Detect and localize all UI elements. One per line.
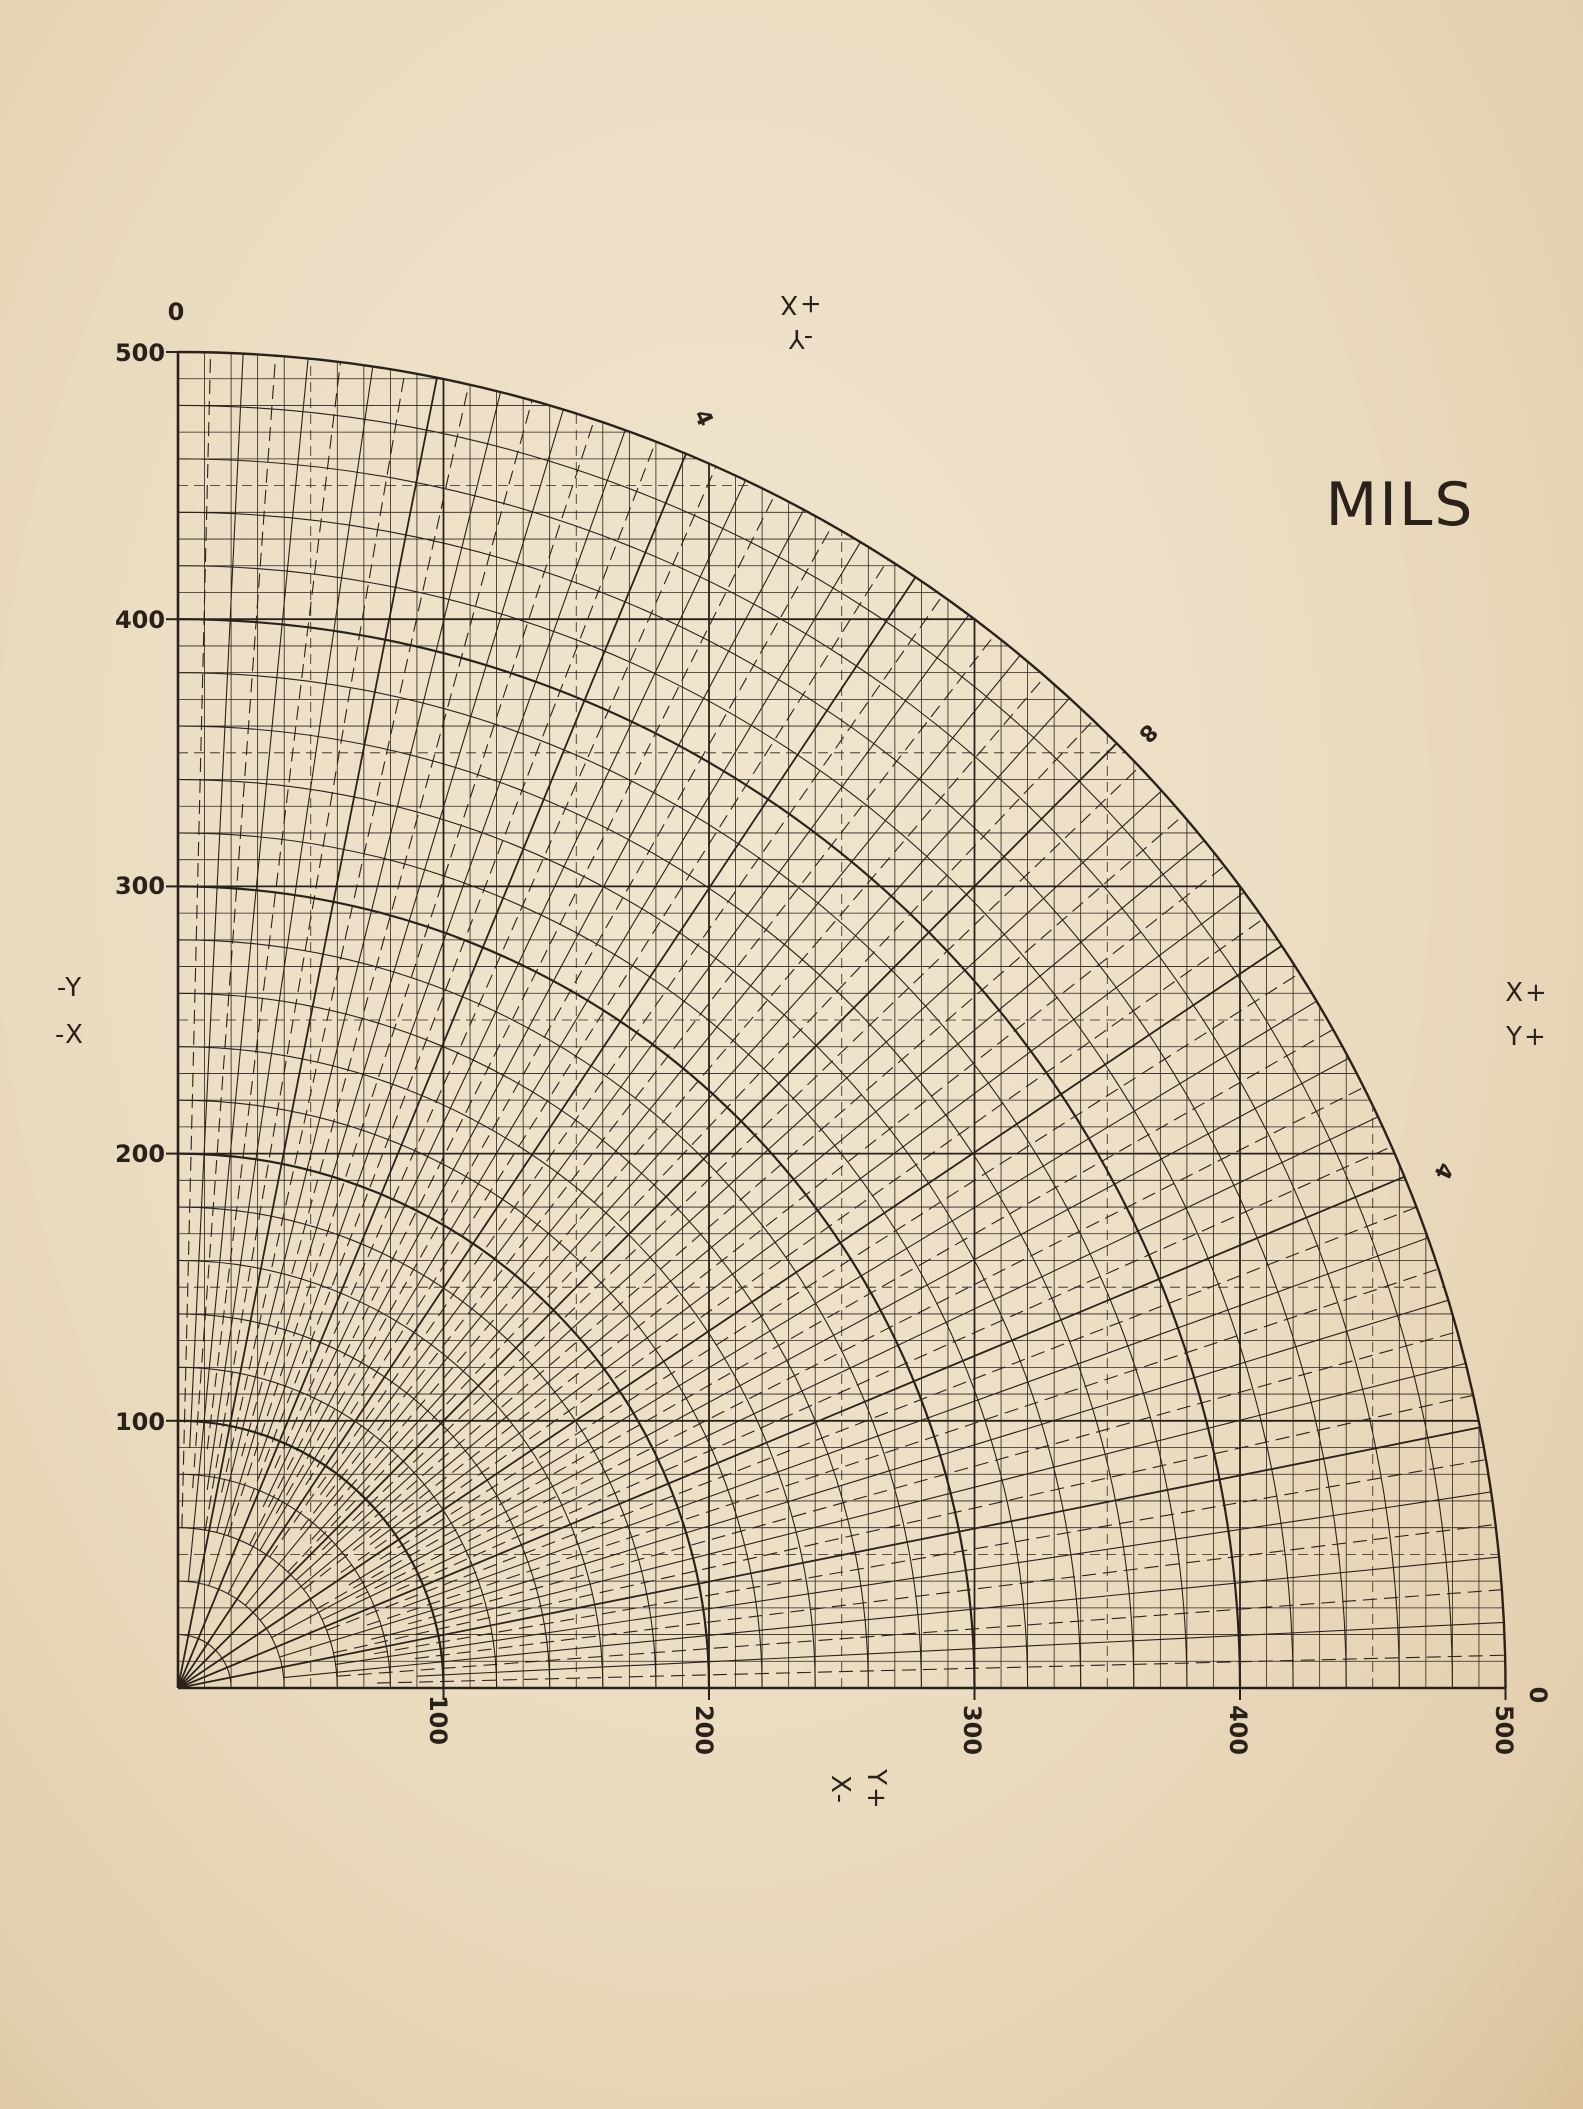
radial-line (371, 1362, 1466, 1640)
radial-deflection-lines (177, 352, 1506, 1689)
x-tick-label: 0 (1524, 1687, 1552, 1704)
radial-line (326, 1206, 1417, 1631)
radial-line (369, 891, 1245, 1546)
radial-line (189, 353, 244, 1448)
radial-line (241, 400, 533, 1457)
x-tick-label: 200 (690, 1705, 718, 1755)
radial-line (408, 1331, 1458, 1625)
radial-line-major (177, 1175, 1405, 1689)
radial-line (204, 371, 406, 1531)
x-tick-label: 100 (424, 1695, 452, 1745)
radial-line (379, 972, 1300, 1560)
radial-line (187, 358, 309, 1582)
radial-line-major (177, 742, 1118, 1689)
radial-line (287, 720, 1094, 1573)
radial-line (259, 541, 861, 1551)
quadrant-label-line: -Y (787, 323, 813, 353)
radial-line (319, 614, 970, 1496)
radial-marker: 8 (1133, 718, 1162, 747)
quadrant-label-line: X- (825, 1775, 855, 1805)
radial-line (257, 429, 626, 1462)
x-tick-label: 400 (1224, 1705, 1252, 1755)
left-quadrant-label: -Y -X (55, 973, 85, 1050)
radial-line (366, 1268, 1439, 1626)
radial-line (321, 1116, 1379, 1620)
radial-line-major (177, 453, 687, 1689)
radial-marker: 4 (688, 406, 717, 430)
quadrant-label-line: +X (778, 289, 822, 319)
radial-line (206, 366, 374, 1490)
radial-line (275, 525, 833, 1514)
radial-line (259, 840, 1205, 1621)
radial-line (300, 634, 996, 1531)
quadrant-label-line: -Y (57, 973, 83, 1003)
radial-line (227, 419, 595, 1536)
radial-line (227, 509, 805, 1594)
radial-line (415, 1523, 1496, 1660)
radial-line-major (177, 1426, 1481, 1689)
radial-line (206, 361, 342, 1450)
radial-line (181, 352, 212, 1528)
radial-line (358, 814, 1184, 1532)
x-tick-label: 300 (958, 1705, 986, 1755)
radial-line (377, 1654, 1506, 1684)
quadrant-label-line: Y+ (1505, 1022, 1548, 1052)
radial-line (333, 676, 1046, 1507)
radial-line (279, 1299, 1449, 1658)
x-tick-label: 500 (1490, 1705, 1518, 1755)
radial-line (262, 480, 747, 1508)
radial-line (416, 1621, 1504, 1677)
radial-line (348, 1000, 1317, 1586)
radial-line (311, 697, 1070, 1540)
radial-line (221, 384, 470, 1493)
radial-line-major (177, 576, 917, 1689)
radial-line (208, 409, 564, 1586)
radial-line (335, 1491, 1492, 1666)
y-tick-label: 300 (115, 872, 165, 900)
y-tick-label: 500 (115, 339, 165, 367)
quadrant-label-line: -X (55, 1020, 85, 1050)
radial-line (355, 1086, 1365, 1599)
radial-line (374, 1459, 1487, 1655)
radial-line (333, 1394, 1474, 1654)
radial-line (295, 790, 1162, 1581)
quadrant-frame (166, 351, 1507, 1700)
quadrant-label-line: X+ (1505, 978, 1549, 1008)
radial-line (316, 1029, 1334, 1610)
radial-line (192, 355, 277, 1489)
radial-line (303, 865, 1225, 1590)
radial-line (244, 654, 1021, 1606)
radial-line (271, 1057, 1350, 1639)
radial-line-major (177, 377, 438, 1689)
radial-line (283, 1556, 1500, 1679)
top-quadrant-label: -Y +X (778, 289, 822, 353)
radial-line-major (177, 945, 1283, 1689)
y-tick-label: 100 (115, 1408, 165, 1436)
radial-line (336, 1589, 1502, 1677)
radial-line (305, 558, 889, 1486)
radial-marker: 4 (1428, 1159, 1457, 1183)
radial-line (249, 494, 776, 1546)
radial-line (402, 1237, 1429, 1608)
y-tick-label: 0 (168, 298, 185, 326)
radial-line (216, 391, 502, 1533)
radial-line (396, 1146, 1392, 1592)
bottom-quadrant-label: X- Y+ (825, 1768, 891, 1811)
page-title: MILS (1326, 470, 1475, 540)
radial-line (274, 466, 717, 1469)
right-quadrant-label: X+ Y+ (1505, 978, 1549, 1052)
radial-line (269, 595, 943, 1558)
y-tick-label: 200 (115, 1140, 165, 1168)
y-tick-label: 400 (115, 606, 165, 634)
quadrant-label-line: Y+ (861, 1768, 891, 1811)
radial-line (249, 441, 657, 1502)
